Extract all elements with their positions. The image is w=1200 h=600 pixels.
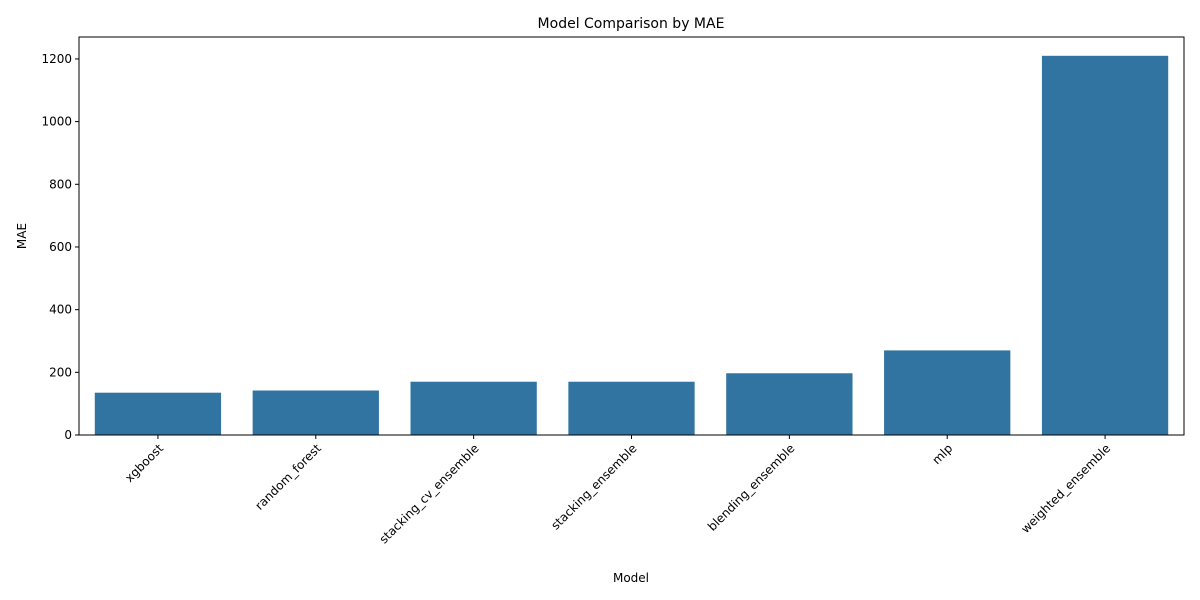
y-axis-label: MAE: [15, 223, 29, 249]
bars: [94, 55, 1169, 435]
bar-stacking-cv-ensemble: [410, 381, 537, 435]
x-tick-label: xgboost: [122, 441, 166, 485]
bar-blending-ensemble: [726, 373, 853, 435]
y-tick-label: 200: [49, 365, 72, 379]
x-tick-label: stacking_cv_ensemble: [377, 441, 482, 546]
y-tick-label: 800: [49, 177, 72, 191]
x-axis-label: Model: [613, 571, 649, 585]
x-tick-label: mlp: [929, 441, 955, 467]
y-tick-label: 0: [64, 428, 72, 442]
y-axis-ticks: 0 200 400 600 800 1000 1200: [41, 52, 79, 442]
plot-frame: [78, 36, 1185, 436]
y-tick-label: 1000: [41, 115, 72, 129]
y-tick-label: 600: [49, 240, 72, 254]
bar-weighted-ensemble: [1041, 55, 1169, 435]
bar-stacking-ensemble: [568, 381, 695, 435]
bar-xgboost: [94, 392, 222, 435]
bar-mlp: [884, 350, 1011, 435]
x-axis-ticks: xgboost random_forest stacking_cv_ensemble…: [122, 435, 1113, 546]
x-tick-label: random_forest: [252, 441, 324, 513]
y-tick-label: 1200: [41, 52, 72, 66]
x-tick-label: weighted_ensemble: [1018, 441, 1113, 536]
chart-title: Model Comparison by MAE: [538, 16, 725, 32]
x-tick-label: blending_ensemble: [705, 441, 797, 533]
bar-random-forest: [252, 390, 379, 435]
x-tick-label: stacking_ensemble: [548, 441, 639, 532]
y-tick-label: 400: [49, 303, 72, 317]
